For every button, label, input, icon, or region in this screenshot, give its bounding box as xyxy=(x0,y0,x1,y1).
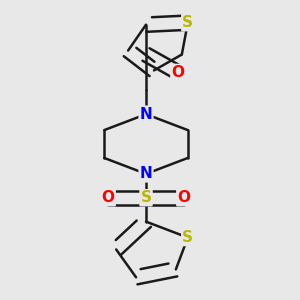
Text: O: O xyxy=(171,65,184,80)
Text: O: O xyxy=(177,190,190,205)
Text: S: S xyxy=(182,15,193,30)
Text: S: S xyxy=(140,190,152,205)
Text: S: S xyxy=(182,230,193,245)
Text: N: N xyxy=(140,167,152,182)
Text: N: N xyxy=(140,107,152,122)
Text: O: O xyxy=(102,190,115,205)
